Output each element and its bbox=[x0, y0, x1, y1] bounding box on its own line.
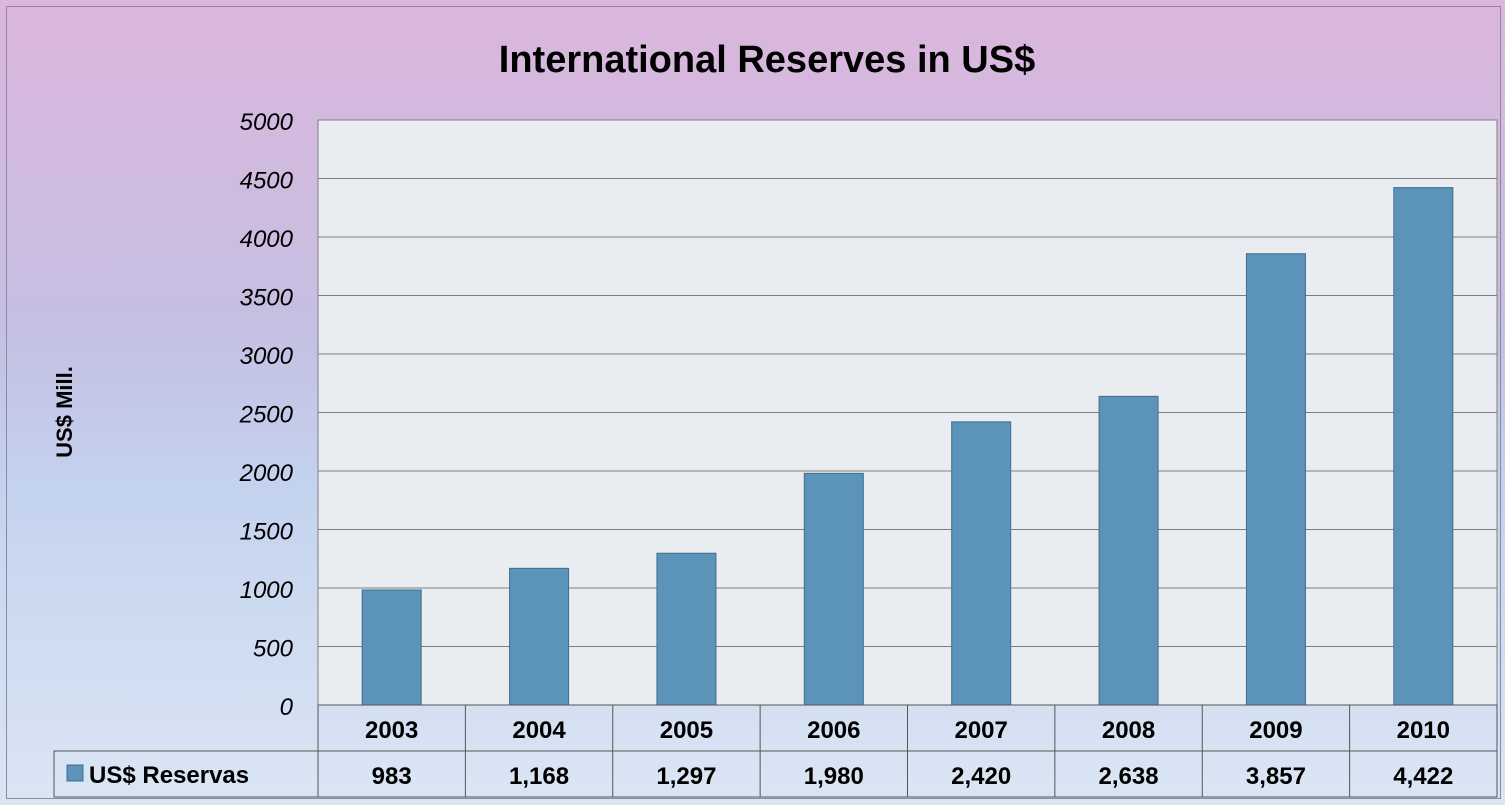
plot-area: 0 500 1000 1500 2000 2500 3000 3500 4000 4500 5000… bbox=[53, 109, 1498, 798]
data-label: 983 bbox=[372, 763, 412, 790]
y-tick-label: 1500 bbox=[240, 519, 294, 546]
data-label: 2,420 bbox=[951, 763, 1011, 790]
data-label: 1,297 bbox=[656, 763, 716, 790]
x-tick-label: 2010 bbox=[1397, 717, 1450, 744]
table-data-row bbox=[53, 750, 1498, 798]
x-tick-label: 2006 bbox=[807, 717, 860, 744]
legend-series-name: US$ Reservas bbox=[89, 762, 249, 789]
chart-title: International Reserves in US$ bbox=[499, 39, 1035, 81]
y-tick-label: 3500 bbox=[240, 285, 294, 312]
bar bbox=[803, 472, 864, 706]
y-tick-label: 500 bbox=[253, 636, 294, 663]
bar bbox=[1245, 253, 1306, 706]
bar bbox=[361, 589, 422, 706]
y-axis-label: US$ Mill. bbox=[52, 366, 77, 458]
data-label: 1,980 bbox=[804, 763, 864, 790]
chart-frame bbox=[6, 6, 1501, 799]
y-tick-label: 0 bbox=[280, 694, 294, 721]
legend-swatch bbox=[66, 764, 84, 782]
data-label: 4,422 bbox=[1393, 763, 1453, 790]
y-tick-label: 4000 bbox=[240, 226, 294, 253]
x-tick-label: 2003 bbox=[365, 717, 418, 744]
x-tick-label: 2009 bbox=[1249, 717, 1302, 744]
x-tick-label: 2005 bbox=[660, 717, 713, 744]
y-tick-label: 4500 bbox=[240, 168, 294, 195]
y-tick-label: 5000 bbox=[240, 109, 294, 136]
x-tick-label: 2008 bbox=[1102, 717, 1155, 744]
bar bbox=[1393, 187, 1454, 706]
data-label: 1,168 bbox=[509, 763, 569, 790]
bar bbox=[951, 421, 1012, 706]
bar bbox=[1098, 395, 1159, 706]
y-tick-label: 2500 bbox=[239, 402, 294, 429]
x-tick-label: 2007 bbox=[954, 717, 1007, 744]
x-tick-label: 2004 bbox=[512, 717, 566, 744]
data-label: 3,857 bbox=[1246, 763, 1306, 790]
y-tick-label: 3000 bbox=[240, 343, 294, 370]
y-tick-label: 1000 bbox=[240, 577, 294, 604]
bar bbox=[509, 567, 570, 706]
data-label: 2,638 bbox=[1099, 763, 1159, 790]
bar bbox=[656, 552, 717, 706]
y-tick-label: 2000 bbox=[239, 460, 294, 487]
